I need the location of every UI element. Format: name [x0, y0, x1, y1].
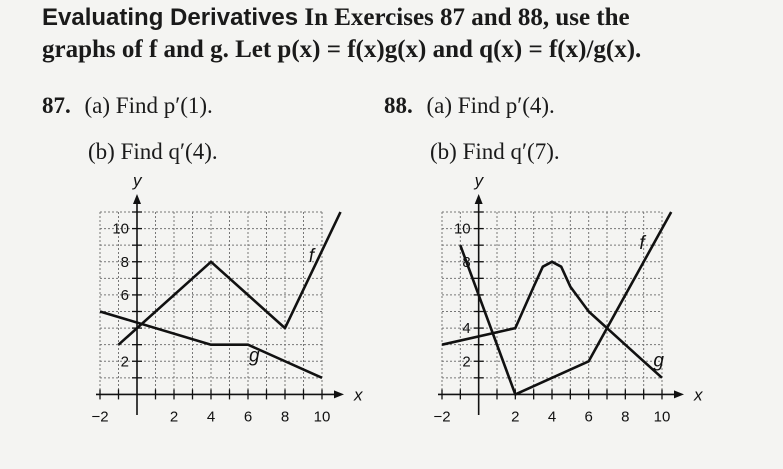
x-axis-label: x — [353, 385, 363, 404]
part-b: (b) Find q′(4). — [88, 139, 218, 164]
x-tick-label: 8 — [281, 408, 289, 425]
exercise-number: 87. — [42, 93, 71, 118]
x-tick-label: −2 — [91, 408, 108, 425]
x-axis-arrow — [334, 390, 344, 399]
exercise-number: 88. — [384, 93, 413, 118]
y-axis-arrow — [133, 194, 141, 204]
part-a: (a) Find p′(4). — [426, 93, 555, 118]
series-line-g — [99, 310, 323, 379]
x-tick-label: 10 — [314, 408, 331, 425]
x-tick-label: 4 — [207, 408, 215, 425]
y-tick-label: 2 — [462, 353, 470, 370]
y-axis-label: y — [132, 172, 143, 190]
grid — [441, 211, 663, 395]
series-label-g: g — [653, 351, 664, 372]
part-a: (a) Find p′(1). — [84, 93, 213, 118]
series-label-f: f — [309, 246, 316, 267]
series-label-g: g — [249, 345, 260, 366]
y-tick-label: 4 — [462, 320, 470, 337]
y-tick-label: 10 — [454, 221, 471, 238]
instructions-line-1: In Exercises 87 and 88, use the — [304, 4, 630, 31]
x-tick-label: 6 — [244, 408, 252, 425]
series-line-f — [459, 211, 673, 396]
x-tick-label: −2 — [433, 408, 450, 425]
exercise-87: 87. (a) Find p′(1). (b) Find q′(4). — [42, 92, 218, 166]
grid — [99, 211, 323, 395]
y-tick-label: 2 — [121, 353, 129, 370]
exercise-88: 88. (a) Find p′(4). (b) Find q′(7). — [384, 92, 560, 166]
series-line-f — [117, 211, 342, 346]
exercise-heading: Evaluating Derivatives In Exercises 87 a… — [42, 2, 782, 66]
y-tick-label: 8 — [121, 254, 129, 271]
graph-exercise-87: −2 2 4 6 8 10 2 6 8 10 x y f g — [91, 172, 363, 425]
y-tick-label: 10 — [112, 221, 129, 238]
x-tick-label: 6 — [584, 408, 592, 425]
x-tick-label: 4 — [548, 408, 556, 425]
x-tick-label: 2 — [511, 408, 519, 425]
x-axis-arrow — [674, 390, 684, 399]
part-b: (b) Find q′(7). — [430, 139, 560, 164]
instructions-line-2: graphs of f and g. Let p(x) = f(x)g(x) a… — [42, 36, 642, 63]
x-axis-label: x — [693, 385, 703, 404]
y-axis-arrow — [474, 194, 483, 204]
x-tick-label: 8 — [621, 408, 629, 425]
series-label-f: f — [639, 233, 646, 254]
y-tick-label: 6 — [121, 287, 129, 304]
section-title: Evaluating Derivatives — [42, 4, 299, 31]
x-tick-label: 2 — [170, 408, 178, 425]
x-tick-label: 10 — [654, 408, 671, 425]
series-line-g — [441, 260, 663, 379]
y-axis-label: y — [474, 172, 485, 190]
